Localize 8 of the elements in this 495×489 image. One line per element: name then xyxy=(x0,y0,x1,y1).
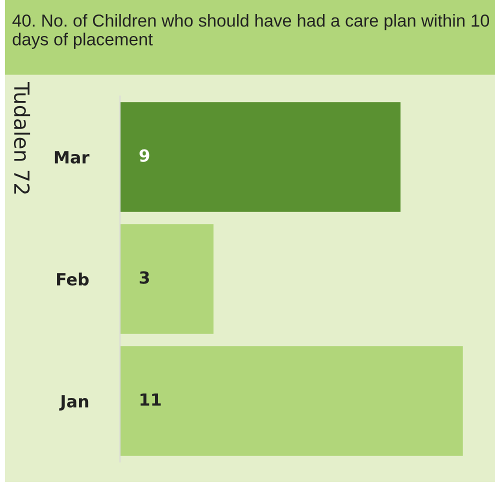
data-label: 11 xyxy=(140,393,161,406)
y-tick-label: Mar xyxy=(54,151,90,164)
text: Tudalen 72 xyxy=(14,82,30,194)
chart-title: 40. No. of Children who should have had a care plan within 10 days of placement xyxy=(12,14,490,49)
data-label: 3 xyxy=(140,271,149,284)
y-tick-label: Feb xyxy=(57,272,89,286)
y-tick-label: Jan xyxy=(59,395,88,411)
data-label: 9 xyxy=(140,149,150,162)
